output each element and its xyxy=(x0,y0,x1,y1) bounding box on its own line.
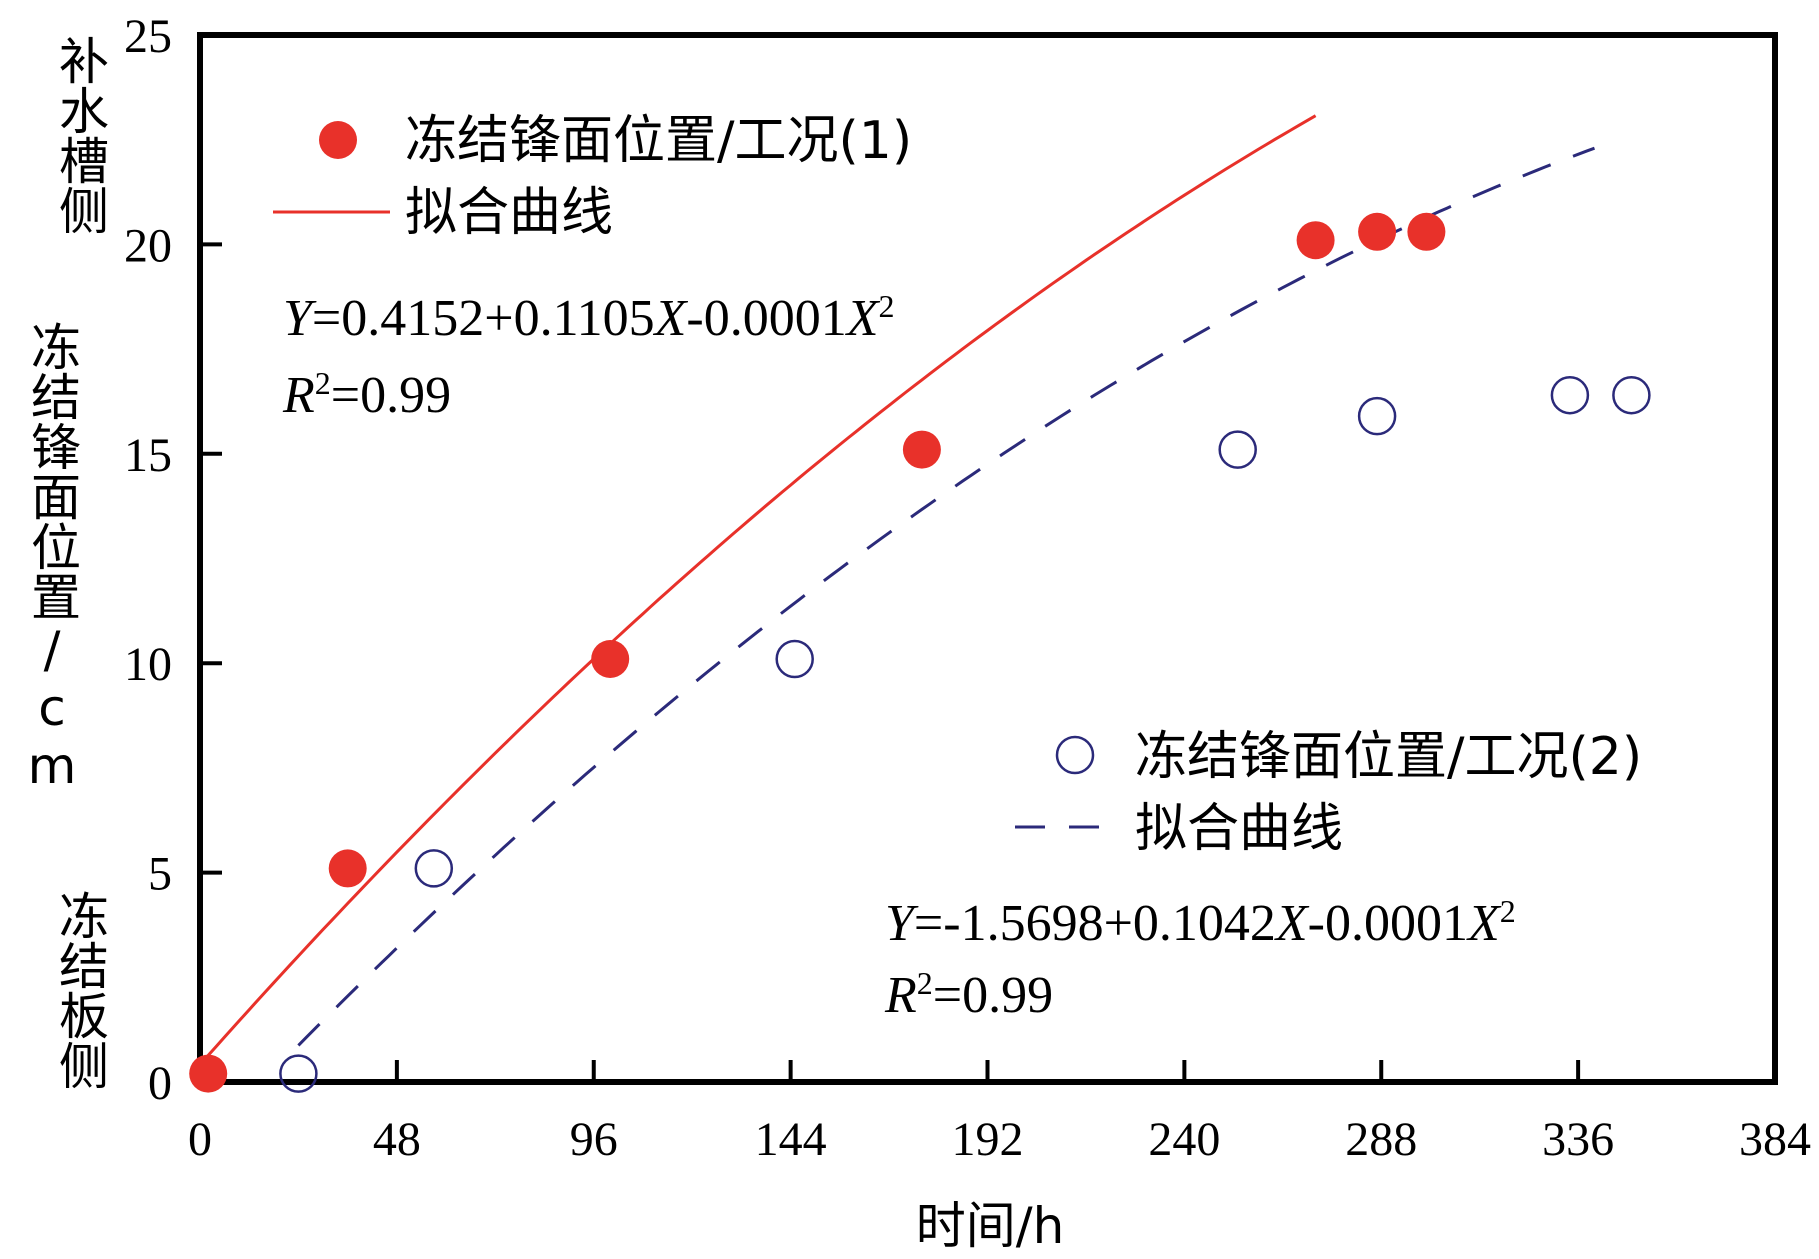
data-point-series-2-5 xyxy=(1357,396,1397,436)
data-point-series-1-5 xyxy=(1296,221,1335,260)
legend-label-fit-2: 拟合曲线 xyxy=(1135,799,1343,859)
data-point-series-2-4 xyxy=(1218,430,1257,469)
y-tick-label-15: 15 xyxy=(124,429,172,482)
data-point-series-2-6 xyxy=(1550,375,1590,415)
y-tick-label-20: 20 xyxy=(124,219,172,272)
fit-equation-1: Y=0.4152+0.1105X-0.0001X2 xyxy=(283,288,895,347)
y-tick-label-25: 25 xyxy=(124,10,172,63)
y-tick-label-10: 10 xyxy=(124,638,172,691)
data-point-series-1-7 xyxy=(1407,212,1446,251)
y-axis-bottom-label: 冻结板侧 xyxy=(51,890,109,1090)
data-point-series-2-2 xyxy=(414,849,454,888)
data-point-series-1-2 xyxy=(328,849,367,888)
data-point-series-2-3 xyxy=(775,639,814,679)
legend-label-series-1: 冻结锋面位置/工况(1) xyxy=(405,111,912,171)
fit-curve-1 xyxy=(198,114,1317,1066)
y-tick-label-0: 0 xyxy=(148,1057,172,1110)
data-point-series-1-4 xyxy=(902,430,941,469)
legend-series-2: 冻结锋面位置/工况(2) 拟合曲线 xyxy=(1015,727,1642,859)
legend-label-series-2: 冻结锋面位置/工况(2) xyxy=(1135,727,1642,787)
fit-r2-1: R2=0.99 xyxy=(282,365,451,424)
fit-equation-2: Y=-1.5698+0.1042X-0.0001X2 xyxy=(885,893,1516,952)
data-point-series-2-7 xyxy=(1612,375,1651,415)
x-tick-label-288: 288 xyxy=(1345,1113,1417,1166)
legend-label-fit-1: 拟合曲线 xyxy=(405,183,613,243)
legend-marker-open xyxy=(1055,735,1095,775)
y-axis-title: 冻结锋面位置/cm xyxy=(23,321,81,795)
y-tick-label-5: 5 xyxy=(148,848,172,901)
x-axis-title: 时间/h xyxy=(916,1197,1065,1255)
fit-r2-2: R2=0.99 xyxy=(884,965,1053,1024)
data-point-series-1-6 xyxy=(1358,212,1397,251)
x-tick-label-384: 384 xyxy=(1739,1113,1811,1166)
x-tick-label-336: 336 xyxy=(1542,1113,1614,1166)
axis-ticks: 0 48 96 144 192 240 288 336 384 0 5 10 15 20 25 xyxy=(124,10,1811,1166)
legend-marker-filled xyxy=(319,121,357,159)
x-tick-label-48: 48 xyxy=(373,1113,421,1166)
y-axis-top-label: 补水槽侧 xyxy=(51,35,109,235)
x-tick-label-0: 0 xyxy=(188,1113,212,1166)
x-tick-label-240: 240 xyxy=(1148,1113,1220,1166)
data-point-series-1-1 xyxy=(189,1054,228,1093)
x-tick-label-144: 144 xyxy=(755,1113,827,1166)
x-tick-label-96: 96 xyxy=(570,1113,618,1166)
legend-series-1: 冻结锋面位置/工况(1) 拟合曲线 xyxy=(273,111,912,243)
x-tick-label-192: 192 xyxy=(952,1113,1024,1166)
data-point-series-2-1 xyxy=(279,1054,318,1093)
data-point-series-1-3 xyxy=(591,640,630,678)
data-points xyxy=(189,212,1651,1093)
